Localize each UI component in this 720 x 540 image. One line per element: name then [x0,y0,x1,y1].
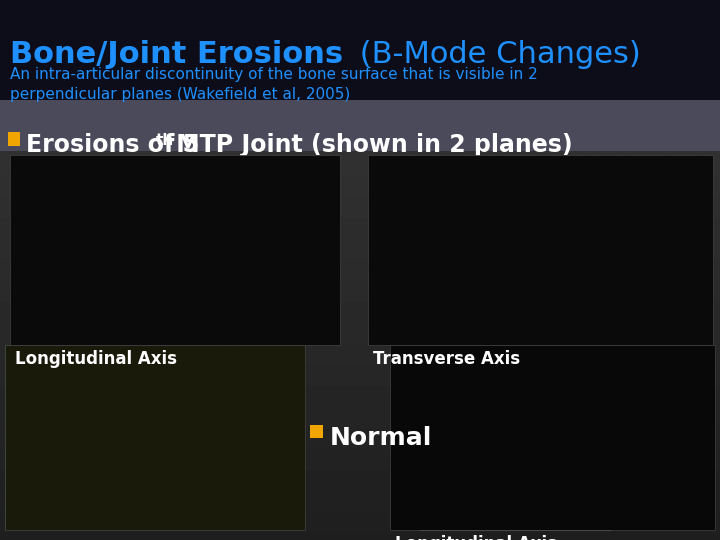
Text: Metatarsal head: Metatarsal head [480,465,560,475]
Text: Proximal
phalanx: Proximal phalanx [282,225,321,245]
Ellipse shape [563,181,663,269]
Bar [10,155,340,345]
Text: Transverse Axis: Transverse Axis [373,350,520,368]
Text: (B-Mode Changes): (B-Mode Changes) [350,40,641,69]
Text: Metatarsal head: Metatarsal head [80,265,160,275]
Ellipse shape [268,200,323,250]
Ellipse shape [498,215,534,265]
Ellipse shape [495,168,591,252]
Bar [70,265,240,315]
Bar [55,370,90,430]
Ellipse shape [125,405,285,495]
Bar [40,185,290,315]
Text: An intra-articular discontinuity of the bone surface that is visible in 2
perpen: An intra-articular discontinuity of the … [10,67,538,102]
Text: th: th [156,133,174,148]
Bar [310,425,323,438]
Ellipse shape [150,187,240,263]
Bar [60,355,85,375]
Bar [5,345,305,530]
Text: Erosions of 5: Erosions of 5 [26,133,199,157]
Text: Normal: Normal [330,426,433,450]
Ellipse shape [281,477,299,492]
Ellipse shape [143,238,173,273]
Bar [315,165,330,325]
Ellipse shape [256,497,274,512]
Ellipse shape [271,489,289,504]
Bar [368,155,713,345]
Ellipse shape [423,172,533,268]
Ellipse shape [236,503,254,517]
Ellipse shape [55,190,165,270]
Bar [390,345,715,530]
Bar [8,132,20,146]
Text: Bone/Joint Erosions: Bone/Joint Erosions [10,40,343,69]
Ellipse shape [216,497,234,512]
Ellipse shape [561,213,591,257]
Bar [423,260,668,320]
Text: Proximal
phalanx: Proximal phalanx [660,453,699,472]
Text: Metatarsal head: Metatarsal head [500,255,585,265]
Bar [610,410,630,460]
Text: Longitudinal Axis: Longitudinal Axis [15,350,177,368]
Ellipse shape [620,390,700,460]
Text: Longitudinal Axis: Longitudinal Axis [395,535,557,540]
Text: MTP Joint (shown in 2 planes): MTP Joint (shown in 2 planes) [168,133,572,157]
